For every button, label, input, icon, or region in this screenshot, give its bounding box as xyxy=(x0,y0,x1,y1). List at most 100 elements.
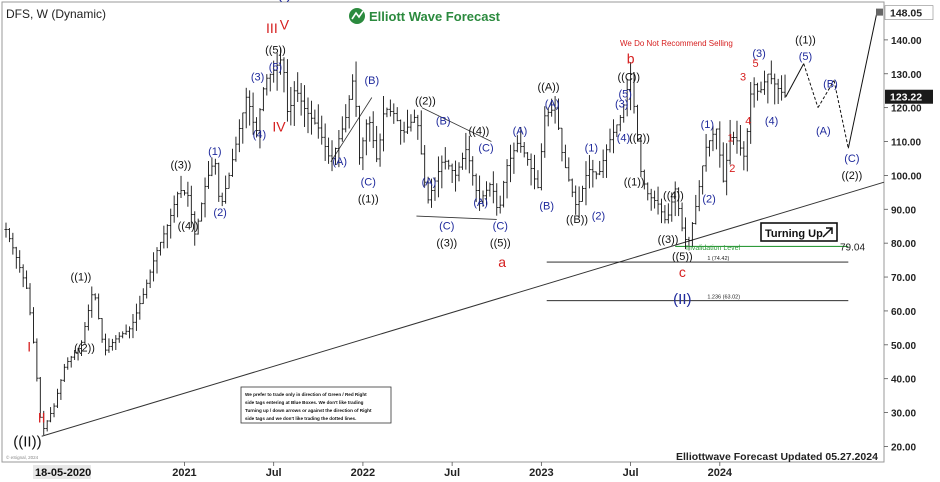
y-tick-label: 70.00 xyxy=(891,273,916,284)
x-tick-label: Jul xyxy=(266,467,282,479)
wave-label: ((2)) xyxy=(74,343,95,355)
x-tick-label: 2022 xyxy=(351,467,375,479)
y-tick-label: 120.00 xyxy=(891,104,922,115)
wave-label: (4) xyxy=(765,116,778,128)
x-tick-label: 2024 xyxy=(708,467,733,479)
wave-label: (1) xyxy=(585,143,598,155)
wave-label: ((2)) xyxy=(415,95,436,107)
wave-label: I xyxy=(27,339,31,355)
price-marker-box xyxy=(885,89,933,104)
wave-label: ((5)) xyxy=(672,251,693,263)
wave-label: (5) xyxy=(269,61,282,73)
x-tick-label: Jul xyxy=(444,467,460,479)
wave-label: 4 xyxy=(745,116,751,128)
wave-label: (C) xyxy=(493,221,508,233)
x-tick-label: 2023 xyxy=(529,467,553,479)
projection-segment xyxy=(833,80,849,149)
wave-label: (2) xyxy=(213,207,226,219)
wave-label: ((1)) xyxy=(624,177,645,189)
y-tick-label: 50.00 xyxy=(891,341,916,352)
wave-label: (4) xyxy=(617,133,630,145)
y-tick-label: 30.00 xyxy=(891,409,916,420)
wave-label: a xyxy=(498,254,506,270)
wave-label: (B) xyxy=(364,75,379,87)
wave-label: (C) xyxy=(478,143,493,155)
wave-label: (A) xyxy=(422,177,437,189)
price-marker-label: 148.05 xyxy=(890,8,922,20)
wave-label: (3) xyxy=(752,48,765,60)
wave-label: (3) xyxy=(615,99,628,111)
wave-label: ((II)) xyxy=(13,433,41,450)
price-marker-label: 79.04 xyxy=(840,242,865,253)
wave-label: ((2)) xyxy=(629,133,650,145)
brand-logo: Elliott Wave Forecast xyxy=(349,8,501,24)
y-tick-label: 140.00 xyxy=(891,36,922,47)
rule-line-3: Turning up / down arrows or against the … xyxy=(245,408,372,413)
wave-label: ((4)) xyxy=(469,126,490,138)
wave-label: ((B)) xyxy=(566,214,588,226)
wave-label: II xyxy=(38,410,46,426)
wave-label: (B) xyxy=(436,116,451,128)
wave-label: 1 xyxy=(727,133,733,145)
updated-label: Elliottwave Forecast Updated 05.27.2024 xyxy=(676,451,878,463)
brand-logo-icon xyxy=(349,8,365,24)
wave-label: (C) xyxy=(844,153,859,165)
trendline xyxy=(41,181,885,437)
invalidation-label: Invalidation Level xyxy=(686,245,741,252)
wave-label: (2) xyxy=(702,194,715,206)
start-date-label: 18-05-2020 xyxy=(35,467,91,479)
projection-segment xyxy=(803,63,819,108)
symbol-label: DFS, W (Dynamic) xyxy=(6,7,106,21)
wave-label: ((A)) xyxy=(538,82,560,94)
wave-label: ((C)) xyxy=(618,72,641,84)
start-date-box xyxy=(33,465,91,479)
wave-label: (1) xyxy=(208,146,221,158)
wave-label: (5) xyxy=(799,51,812,63)
y-tick-label: 130.00 xyxy=(891,70,922,81)
trading-rules-box: We prefer to trade only in direction of … xyxy=(240,386,392,424)
y-tick-label: 90.00 xyxy=(891,205,916,216)
wave-label: (A) xyxy=(332,156,347,168)
wave-label: b xyxy=(627,51,635,67)
wave-label: ((5)) xyxy=(490,238,511,250)
y-tick-label: 60.00 xyxy=(891,307,916,318)
wave-label: (B) xyxy=(823,78,838,90)
wave-label: 3 xyxy=(740,72,746,84)
arrow-up-right-icon xyxy=(822,227,833,238)
y-tick-label: 100.00 xyxy=(891,171,922,182)
projection-segment xyxy=(817,80,835,108)
wave-label: (A) xyxy=(473,197,488,209)
rule-line-4: side tags and we don't like trading the … xyxy=(245,416,356,421)
wave-label: c xyxy=(679,264,686,280)
y-tick-label: 110.00 xyxy=(891,138,921,149)
wave-label: ((3)) xyxy=(436,238,457,250)
wave-label: (C) xyxy=(439,221,454,233)
wave-label: (2) xyxy=(592,210,605,222)
turning-up-box: Turning Up xyxy=(760,222,838,242)
wave-label: (A) xyxy=(816,126,831,138)
disclaimer-note: We Do Not Recommend Selling xyxy=(620,39,733,48)
wave-label: IV xyxy=(272,118,286,134)
x-tick-label: Jul xyxy=(623,467,639,479)
price-marker-square xyxy=(876,8,883,16)
price-marker-label: 123.22 xyxy=(890,92,922,104)
wave-label: ((3)) xyxy=(170,160,191,172)
wave-label: ((1)) xyxy=(358,194,379,206)
wave-label: (I) xyxy=(277,0,291,3)
wave-label: ((5)) xyxy=(265,44,286,56)
wave-label: 5 xyxy=(752,58,758,70)
wave-label: (B) xyxy=(539,200,554,212)
level-label: 1 (74.42) xyxy=(707,256,729,262)
wave-label: ((4)) xyxy=(178,221,199,233)
rule-line-1: We prefer to trade only in direction of … xyxy=(245,392,367,397)
wave-label: (A) xyxy=(545,99,560,111)
wave-label: (C) xyxy=(361,177,376,189)
y-tick-label: 80.00 xyxy=(891,239,916,250)
wave-label: (3) xyxy=(251,72,264,84)
wave-label: ((3)) xyxy=(658,234,679,246)
brand-name: Elliott Wave Forecast xyxy=(369,9,501,24)
projection-segment xyxy=(785,63,805,97)
turning-up-label: Turning Up xyxy=(765,228,823,240)
wave-label: 2 xyxy=(729,163,735,175)
